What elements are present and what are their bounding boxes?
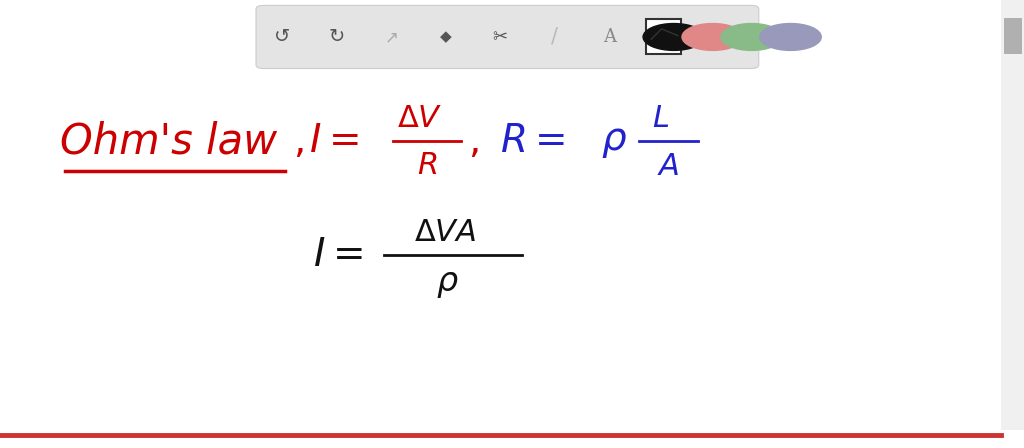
- Text: /: /: [551, 27, 558, 47]
- Text: Ohm's law: Ohm's law: [60, 120, 278, 162]
- Circle shape: [721, 23, 782, 51]
- Text: $\rho$: $\rho$: [601, 122, 628, 160]
- Text: ,: ,: [468, 122, 480, 160]
- Text: $R$: $R$: [417, 151, 437, 180]
- Circle shape: [643, 23, 705, 51]
- Circle shape: [760, 23, 821, 51]
- Text: $\Delta V$: $\Delta V$: [397, 104, 442, 133]
- Bar: [1001, 0, 1024, 430]
- Text: $\Delta VA$: $\Delta VA$: [414, 219, 477, 247]
- Bar: [646, 19, 681, 54]
- Text: $I=$: $I=$: [309, 122, 358, 160]
- Text: ↗: ↗: [385, 28, 398, 46]
- Bar: [1004, 18, 1022, 54]
- Text: $\rho$: $\rho$: [436, 267, 459, 300]
- Text: A: A: [603, 28, 615, 46]
- Text: ✂: ✂: [493, 28, 508, 46]
- Text: $I=$: $I=$: [313, 237, 362, 274]
- Text: $R=$: $R=$: [500, 122, 565, 160]
- FancyBboxPatch shape: [256, 5, 759, 69]
- Text: $L$: $L$: [652, 104, 669, 133]
- Circle shape: [682, 23, 743, 51]
- Text: ◆: ◆: [440, 30, 452, 44]
- Text: ↺: ↺: [274, 27, 291, 47]
- Text: ↻: ↻: [329, 27, 345, 47]
- Text: $A$: $A$: [657, 152, 680, 181]
- Circle shape: [668, 26, 676, 30]
- Text: ,: ,: [293, 122, 305, 160]
